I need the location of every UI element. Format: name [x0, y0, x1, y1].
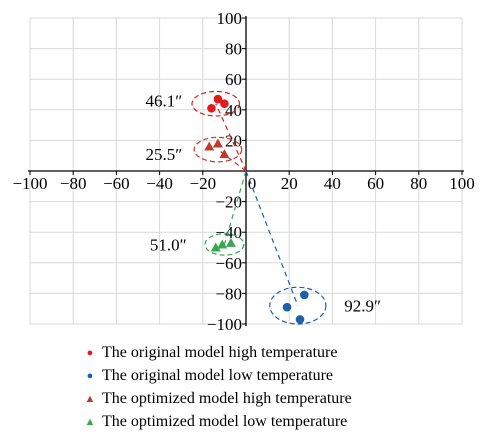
data-point-triangle	[225, 237, 236, 247]
legend-item: ▲ The optimized model high temperature	[84, 387, 352, 410]
group-ellipse	[191, 90, 241, 117]
data-point-triangle	[212, 138, 223, 148]
scatter-plot: −100 −80 −60 −40 −20 0 20 40 60 80 100 −100 −80 −60 −4…	[12, 9, 475, 334]
data-point-triangle	[210, 242, 221, 252]
group-label: 51.0″	[150, 235, 187, 254]
x-tick-label: 20	[281, 174, 298, 193]
x-tick-label: −60	[103, 174, 130, 193]
data-point-circle	[213, 94, 223, 104]
legend-item: ● The original model low temperature	[84, 364, 352, 387]
x-tick-label: 80	[410, 174, 427, 193]
data-point-triangle	[204, 141, 215, 151]
group-annotations: 46.1″ 25.5″ 51.0″ 92.9″	[145, 90, 381, 325]
legend: ● The original model high temperature ● The…	[84, 341, 352, 433]
y-tick-label: 20	[225, 131, 242, 150]
group-label: 92.9″	[344, 297, 381, 316]
connector-line	[223, 170, 247, 245]
x-tick-label: −100	[12, 174, 47, 193]
y-tick-label: −80	[215, 284, 242, 303]
data-point-triangle	[217, 239, 228, 249]
connector-line	[215, 103, 247, 172]
group-ellipse	[193, 136, 243, 163]
group-ellipse	[269, 286, 327, 325]
connector-line	[245, 170, 299, 306]
data-point-circle	[207, 103, 216, 113]
triangle-marker-icon: ▲	[84, 416, 96, 428]
group-ellipse	[204, 233, 245, 256]
x-tick-label: 40	[324, 174, 341, 193]
data-point-circle	[220, 99, 229, 108]
data-points	[204, 94, 309, 324]
x-tick-label: 0	[248, 174, 257, 193]
x-tick-label: 100	[449, 174, 475, 193]
y-tick-label: −60	[215, 254, 242, 273]
x-tick-label: −40	[146, 174, 173, 193]
group-label: 25.5″	[145, 145, 182, 164]
legend-label: The original model high temperature	[102, 344, 338, 361]
circle-marker-icon: ●	[86, 347, 94, 359]
x-tick-label: −80	[60, 174, 87, 193]
y-tick-label: −100	[207, 315, 242, 334]
legend-item: ● The original model high temperature	[84, 341, 352, 364]
data-point-circle	[282, 302, 292, 312]
data-point-circle	[300, 290, 309, 300]
x-tick-label: −20	[190, 174, 217, 193]
triangle-marker-icon: ▲	[84, 393, 96, 405]
data-point-triangle	[219, 149, 230, 159]
legend-label: The original model low temperature	[102, 367, 334, 384]
legend-label: The optimized model low temperature	[102, 413, 348, 430]
x-tick-label: 60	[367, 174, 384, 193]
y-tick-label: 100	[217, 9, 243, 28]
data-point-circle	[295, 315, 305, 324]
y-tick-label: 80	[225, 40, 242, 59]
y-tick-label: 40	[225, 101, 242, 120]
legend-label: The optimized model high temperature	[102, 390, 352, 407]
group-label: 46.1″	[145, 92, 182, 111]
y-tick-label: 60	[225, 70, 242, 89]
y-tick-label: −20	[215, 193, 242, 212]
legend-item: ▲ The optimized model low temperature	[84, 410, 352, 433]
y-tick-label: −40	[215, 223, 242, 242]
circle-marker-icon: ●	[86, 370, 94, 382]
